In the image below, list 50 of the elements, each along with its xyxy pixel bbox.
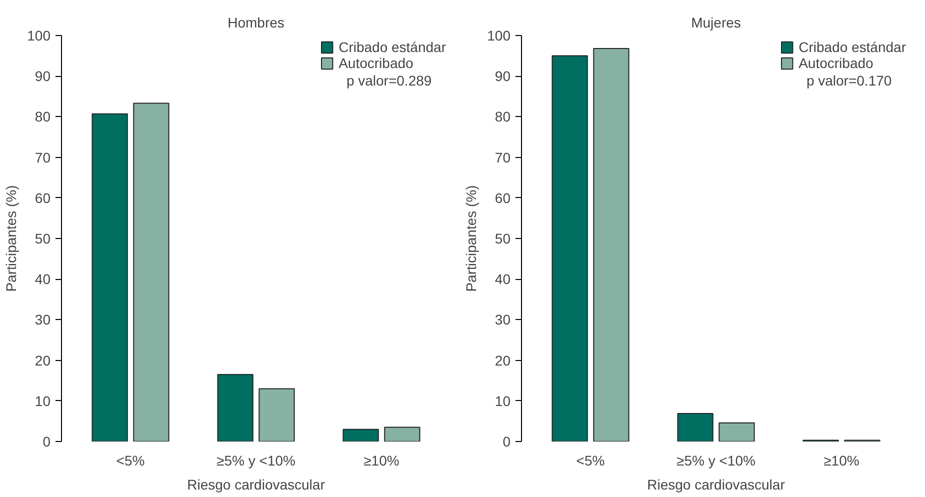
x-tick-label: ≥5% y <10% [216, 452, 296, 468]
y-tick-label: 30 [494, 312, 511, 328]
legend-label: Cribado estándar [338, 39, 446, 55]
y-tick-label: 30 [34, 312, 51, 328]
y-tick-label: 60 [34, 190, 51, 206]
y-tick-label: 70 [494, 149, 511, 166]
bar [258, 388, 295, 442]
x-tick-label: <5% [576, 452, 605, 468]
x-axis-title: Riesgo cardiovascular [647, 476, 786, 492]
chart-title: Hombres [228, 14, 284, 30]
y-tick-label: 20 [494, 352, 511, 368]
y-tick-label: 20 [34, 352, 51, 368]
y-tick-label: 80 [34, 108, 51, 125]
y-tick-label: 0 [502, 434, 511, 450]
y-tick-label: 100 [27, 28, 51, 44]
annotation: p valor=0.289 [346, 72, 432, 88]
y-axis-title: Participantes (%) [3, 185, 20, 292]
y-tick-label: 50 [34, 230, 51, 246]
legend-label: Autocribado [798, 55, 874, 71]
y-tick-label: 40 [494, 271, 511, 288]
x-tick-label: ≥10% [824, 452, 860, 468]
bar [92, 113, 128, 442]
y-tick-label: 10 [494, 392, 511, 409]
y-tick-label: 10 [34, 392, 51, 409]
x-tick-label: ≥10% [364, 452, 400, 468]
legend-label: Autocribado [338, 55, 414, 71]
chart-title: Mujeres [691, 14, 741, 30]
y-tick-label: 50 [494, 230, 511, 246]
y-tick-label: 100 [487, 28, 511, 44]
bar [552, 55, 588, 442]
bar [677, 412, 714, 442]
x-tick-label: <5% [116, 452, 145, 468]
bar [342, 428, 379, 442]
y-tick-label: 0 [42, 434, 51, 450]
y-tick-label: 40 [34, 271, 51, 288]
legend-label: Cribado estándar [798, 39, 906, 55]
bar [217, 374, 254, 442]
bar [718, 422, 755, 442]
y-tick-label: 60 [494, 190, 511, 206]
annotation: p valor=0.170 [806, 72, 892, 88]
x-tick-label: ≥5% y <10% [676, 452, 756, 468]
y-axis-title: Participantes (%) [463, 185, 480, 292]
y-tick-label: 80 [494, 108, 511, 125]
bar [384, 426, 420, 442]
x-axis-title: Riesgo cardiovascular [187, 476, 326, 492]
y-tick-label: 70 [34, 149, 51, 166]
bar [133, 102, 170, 442]
y-tick-label: 90 [34, 68, 51, 84]
y-tick-label: 90 [494, 68, 511, 84]
bar [593, 48, 630, 442]
